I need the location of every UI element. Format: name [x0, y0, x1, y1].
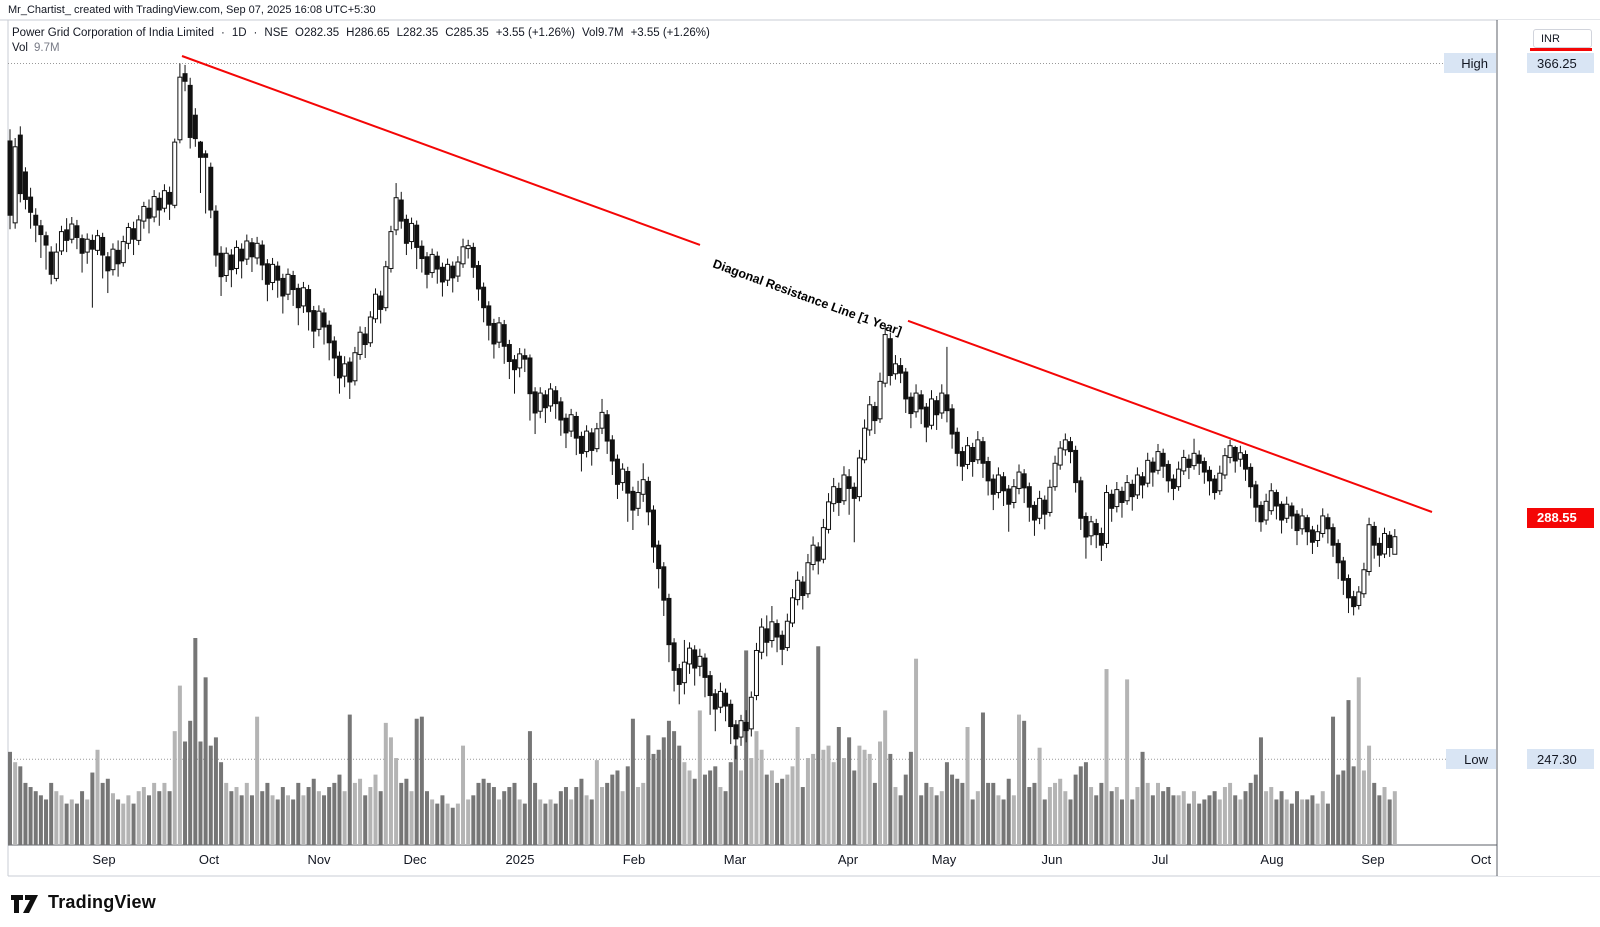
timeframe-label[interactable]: 1D: [231, 27, 247, 39]
volume-label[interactable]: Vol: [12, 42, 28, 54]
candles: [7, 63, 1398, 760]
attribution-text: Mr_Chartist_ created with TradingView.co…: [8, 4, 376, 16]
change-value: +3.55 (+1.26%): [495, 27, 575, 39]
volume-inline: Vol9.7M: [582, 27, 624, 39]
month-label: Oct: [198, 852, 220, 867]
month-label: Mar: [723, 852, 747, 867]
month-label: Dec: [403, 852, 427, 867]
month-label: 2025: [505, 852, 535, 867]
change-value-2: +3.55 (+1.26%): [630, 27, 710, 39]
trendline-annotation-text[interactable]: Diagonal Resistance Line [1 Year]: [711, 257, 904, 339]
month-label: Oct: [1470, 852, 1492, 867]
month-label: Feb: [622, 852, 646, 867]
month-label: Jun: [1041, 852, 1063, 867]
month-label: Sep: [1361, 852, 1385, 867]
trendline-price-badge: 288.55: [1527, 507, 1594, 528]
currency-red-underline: [1530, 48, 1592, 51]
tradingview-logo-text: TradingView: [48, 891, 156, 912]
volume-bars: [8, 638, 1397, 845]
high-price-chip: 366.25: [1527, 53, 1594, 74]
volume-legend: Vol 9.7M: [12, 42, 60, 54]
diagonal-resistance-trendline[interactable]: Diagonal Resistance Line [1 Year]: [181, 55, 1433, 513]
ohlc-low: L282.35: [396, 27, 439, 39]
currency-button[interactable]: INR: [1533, 29, 1592, 48]
exchange-label: NSE: [264, 27, 289, 39]
ohlc-open: O282.35: [295, 27, 340, 39]
low-marker-label: Low: [1446, 749, 1496, 770]
legend-separator: ·: [253, 27, 258, 39]
price-scale[interactable]: 360.00350.00340.00330.00320.00310.00300.…: [1498, 20, 1600, 876]
symbol-legend: Power Grid Corporation of India Limited …: [12, 27, 710, 39]
month-label: Aug: [1260, 852, 1284, 867]
time-scale[interactable]: Sep Oct Nov Dec 2025 Feb Mar Apr May Jun Jul Aug Sep…: [0, 846, 1497, 876]
tradingview-logo[interactable]: TradingView: [10, 890, 156, 914]
low-price-chip: 247.30: [1527, 749, 1594, 770]
legend-separator: ·: [221, 27, 225, 39]
month-label: Jul: [1151, 852, 1169, 867]
ohlc-high: H286.65: [346, 27, 390, 39]
high-marker-label: High: [1444, 53, 1496, 74]
month-label: May: [931, 852, 957, 867]
volume-value: 9.7M: [34, 42, 60, 54]
symbol-title[interactable]: Power Grid Corporation of India Limited: [12, 27, 214, 39]
currency-label: INR: [1541, 32, 1560, 45]
month-label: Nov: [307, 852, 331, 867]
month-label: Sep: [92, 852, 116, 867]
tradingview-logo-icon: [11, 895, 38, 913]
ohlc-close: C285.35: [445, 27, 489, 39]
month-label: Apr: [837, 852, 859, 867]
